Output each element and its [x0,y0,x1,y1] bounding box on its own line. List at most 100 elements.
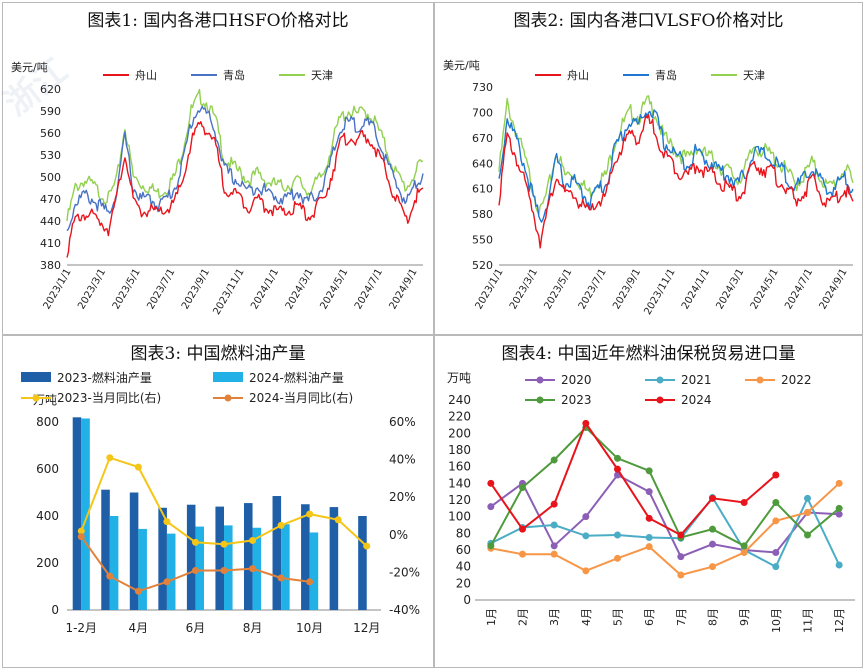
data-point [835,561,843,569]
data-point [740,499,748,506]
bar-2024-燃料油产量 [224,525,233,610]
legend-label: 2024-燃料油产量 [249,370,344,385]
legend-label: 2023-燃料油产量 [57,370,152,385]
data-point [134,463,142,471]
series-line-青岛 [498,109,854,223]
y-tick-label: 600 [36,462,59,476]
x-tick-label: 2024/7/1 [783,267,815,311]
x-tick-label: 2024/3/1 [714,267,746,311]
legend-marker [536,396,544,404]
chart-title: 图表4: 中国近年燃料油保税贸易进口量 [501,344,796,364]
y-tick-label: 120 [448,493,471,507]
data-point [519,550,526,558]
y-tick-label: 470 [40,193,61,206]
x-tick-label: 6月 [643,608,656,626]
x-tick-label: 11月 [802,608,815,633]
legend-marker [656,396,664,404]
data-point [835,510,843,518]
y-tick-label: 160 [448,460,471,474]
data-point [249,565,257,573]
data-point [487,479,495,487]
data-point [134,587,142,595]
bar-2023-燃料油产量 [358,516,367,610]
data-point [772,517,780,525]
data-point [582,532,590,540]
x-tick-label: 2023/1/1 [42,267,74,311]
y-tick-label: 500 [40,171,61,184]
bar-2024-燃料油产量 [138,528,147,610]
x-tick-label: 2023/3/1 [508,267,540,311]
y-tick-label: 40 [456,560,471,574]
chart-title: 图表1: 国内各港口HSFO价格对比 [87,11,349,31]
x-tick-label: 10月 [770,608,783,633]
data-point [772,563,780,571]
data-point [772,549,780,556]
data-point [550,500,558,508]
y-tick-label: 640 [472,157,493,170]
data-point [709,563,716,571]
data-point [163,518,171,526]
y-tick-label: 220 [448,410,471,424]
series-line-天津 [498,95,854,215]
x-tick-label: 2023/3/1 [76,267,108,311]
data-point [277,574,285,582]
series-line-舟山 [66,120,424,258]
series-line-2022 [490,482,840,577]
chart-panel-production: 图表3: 中国燃料油产量 0 200 400 600 800 -40% -20% 0% 20% 4… [2,335,434,668]
x-tick-label: 1月 [485,608,498,626]
legend-label: 2021 [681,373,712,387]
legend-label: 2023 [561,393,592,407]
series-line-舟山 [498,114,854,249]
bar-2023-燃料油产量 [329,507,339,610]
y-tick-label: 60 [456,543,471,557]
series-line-2023 [489,426,840,548]
y-tick-label: 440 [40,215,61,228]
legend-label: 青岛 [655,68,677,82]
data-point [106,572,114,580]
legend-label: 青岛 [223,68,245,82]
data-point [772,499,780,506]
data-point [614,554,621,562]
chart-title: 图表3: 中国燃料油产量 [130,344,306,364]
y2-tick-label: 20% [389,490,416,504]
y2-tick-label: -20% [389,565,420,579]
data-point [487,503,495,511]
data-point [77,533,85,541]
x-tick-label: 2月 [517,608,530,626]
data-point [709,494,716,502]
data-point [306,510,314,518]
x-tick-label: 2024/5/1 [318,267,350,311]
y-tick-label: 100 [448,510,471,524]
chart-title: 图表2: 国内各港口VLSFO价格对比 [513,11,784,31]
data-point [582,419,590,427]
data-point [804,509,811,516]
data-point [487,542,495,550]
y-tick-label: 0 [51,603,59,617]
data-point [645,467,653,475]
legend-label: 天津 [311,69,333,82]
data-point [106,454,114,462]
chart-panel-imports: 图表4: 中国近年燃料油保税贸易进口量 0 20 40 60 80 100 120 140 16… [434,335,863,668]
bar-2023-燃料油产量 [243,503,253,610]
legend-label: 2024-当月同比(右) [249,390,353,405]
legend-marker [536,376,544,384]
bar-2024-燃料油产量 [195,526,205,610]
y-axis-unit: 万吨 [447,371,471,385]
y-tick-label: 200 [448,426,471,440]
y-tick-label: 380 [40,259,61,272]
data-point [191,538,199,546]
x-tick-label: 1-2月 [65,621,97,635]
data-point [709,525,716,533]
x-tick-label: 2024/5/1 [749,267,781,311]
legend-marker [656,376,664,384]
y-axis-unit: 美元/吨 [11,61,48,74]
data-point [519,525,526,533]
data-point [645,543,653,551]
legend-label: 舟山 [567,68,589,82]
y-tick-label: 0 [463,593,471,607]
y-tick-label: 610 [472,183,493,196]
x-tick-label: 8月 [707,608,720,626]
y2-tick-label: 60% [389,415,416,429]
